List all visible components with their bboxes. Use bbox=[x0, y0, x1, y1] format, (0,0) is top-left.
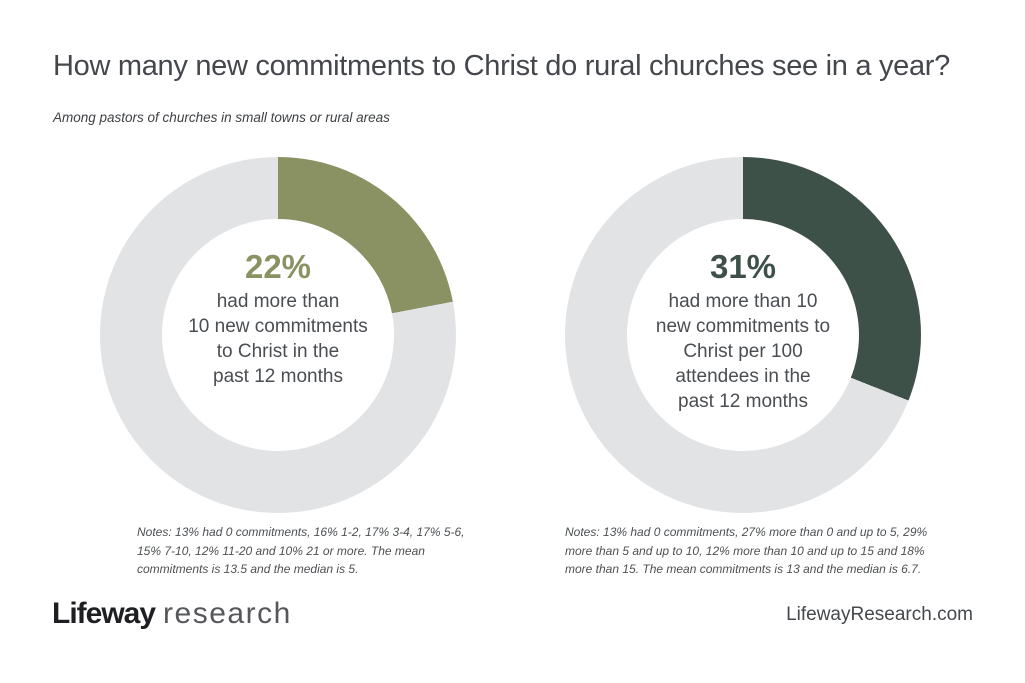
page-title: How many new commitments to Christ do ru… bbox=[53, 50, 950, 82]
donut-chart-commitments-per-100: 31% had more than 10 new commitments to … bbox=[565, 157, 921, 513]
donut-value-label: 22% bbox=[244, 248, 312, 285]
donut-description: had more than 10 new commitments to Chri… bbox=[188, 291, 368, 387]
donut-hole bbox=[627, 219, 859, 451]
donut-hole bbox=[162, 219, 394, 451]
donut-chart-commitments-total: 22% had more than 10 new commitments to … bbox=[100, 157, 456, 513]
logo-text-lifeway: Lifeway bbox=[52, 597, 156, 630]
lifeway-research-logo: Lifeway research bbox=[52, 597, 292, 631]
donut-description: had more than 10 new commitments to Chri… bbox=[655, 291, 831, 412]
subtitle: Among pastors of churches in small towns… bbox=[53, 110, 390, 125]
donut-center-text: 22% had more than 10 new commitments to … bbox=[100, 247, 456, 389]
donut-center-text: 31% had more than 10 new commitments to … bbox=[565, 247, 921, 414]
donut-value-label: 31% bbox=[709, 248, 777, 285]
website-url: LifewayResearch.com bbox=[786, 604, 973, 625]
chart-notes-right: Notes: 13% had 0 commitments, 27% more t… bbox=[565, 525, 928, 576]
logo-text-research: research bbox=[163, 597, 292, 630]
chart-notes-left: Notes: 13% had 0 commitments, 16% 1-2, 1… bbox=[137, 525, 465, 576]
